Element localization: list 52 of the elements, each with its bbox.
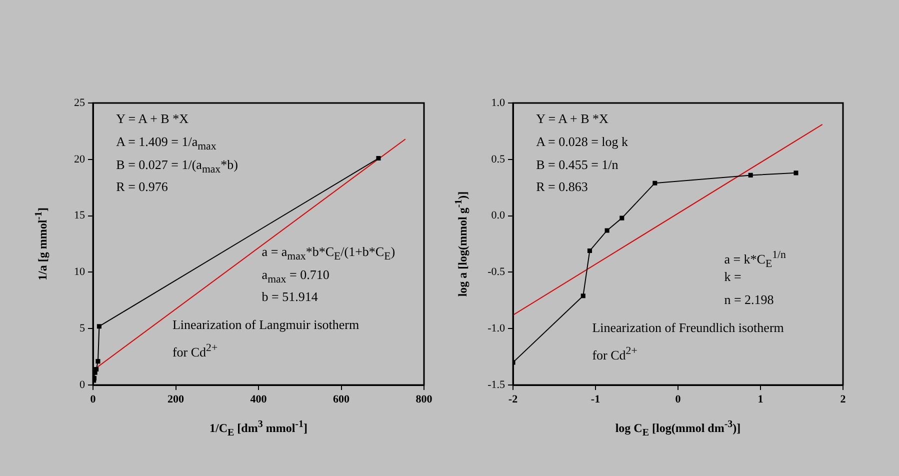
annotation: Linearization of Langmuir isotherm xyxy=(172,317,360,334)
y-tick-label: -0.5 xyxy=(488,266,506,278)
point xyxy=(604,228,610,233)
y-tick-label: 0.0 xyxy=(491,210,506,222)
annotation: B = 0.455 = 1/n xyxy=(536,156,618,173)
point xyxy=(794,170,798,176)
annotation: R = 0.863 xyxy=(536,179,588,196)
y-tick-label: -1.0 xyxy=(488,322,506,334)
annotation: for Cd$^{2+}$ xyxy=(592,344,638,364)
point xyxy=(376,156,381,161)
annotation: b = 51.914 xyxy=(262,289,318,306)
point xyxy=(96,324,102,329)
y-tick-label: -1.5 xyxy=(488,378,506,391)
annotation: n = 2.198 xyxy=(724,292,774,308)
x-tick-label: 0 xyxy=(675,393,682,406)
y-tick-label: 0.5 xyxy=(491,153,506,166)
x-tick-label: 400 xyxy=(250,393,268,406)
point xyxy=(652,180,658,186)
x-tick-label: 2 xyxy=(840,393,846,406)
y-tick-label: 1.0 xyxy=(491,96,506,109)
y-tick-label: 0 xyxy=(80,378,86,391)
annotation: B = 0.027 = 1/(a$_{max}$*b) xyxy=(116,156,238,178)
annotation: Y = A + B *X xyxy=(536,111,608,128)
point xyxy=(580,294,586,298)
point xyxy=(620,216,624,220)
x-tick-label: 1 xyxy=(758,393,764,406)
annotation: R = 0.976 xyxy=(116,179,168,196)
annotation: Linearization of Freundlich isotherm xyxy=(592,320,784,336)
point xyxy=(94,366,99,372)
annotation: k = xyxy=(724,269,742,286)
point xyxy=(587,248,592,254)
annotation: a$_{max}$ = 0.710 xyxy=(262,266,330,288)
x-axis-title: log C$_{E}$ [log(mmol dm$^{-3}$)] xyxy=(614,418,742,440)
annotation: a = a$_{max}$*b*C$_{E}$/(1+b*C$_{E}$) xyxy=(262,244,396,265)
x-axis-title: 1/C$_{E}$ [dm$^{3}$ mmol$^{-1}$] xyxy=(208,418,308,440)
annotation: for Cd$^{2+}$ xyxy=(172,340,218,360)
y-tick-label: 10 xyxy=(74,266,86,278)
x-tick-label: 600 xyxy=(333,393,350,406)
y-tick-label: 5 xyxy=(80,322,86,334)
y-tick-label: 25 xyxy=(74,96,86,109)
annotation: A = 0.028 = log k xyxy=(536,134,628,150)
point xyxy=(96,359,100,364)
x-tick-label: -2 xyxy=(508,393,518,406)
x-tick-label: 800 xyxy=(416,393,433,406)
annotation: Y = A + B *X xyxy=(116,111,188,128)
x-tick-label: -1 xyxy=(590,393,600,406)
x-tick-label: 200 xyxy=(168,393,184,406)
x-tick-label: 0 xyxy=(90,393,96,406)
y-tick-label: 15 xyxy=(74,210,86,222)
annotation: A = 1.409 = 1/a$_{max}$ xyxy=(116,134,216,155)
y-tick-label: 20 xyxy=(74,153,86,166)
point xyxy=(748,172,753,178)
